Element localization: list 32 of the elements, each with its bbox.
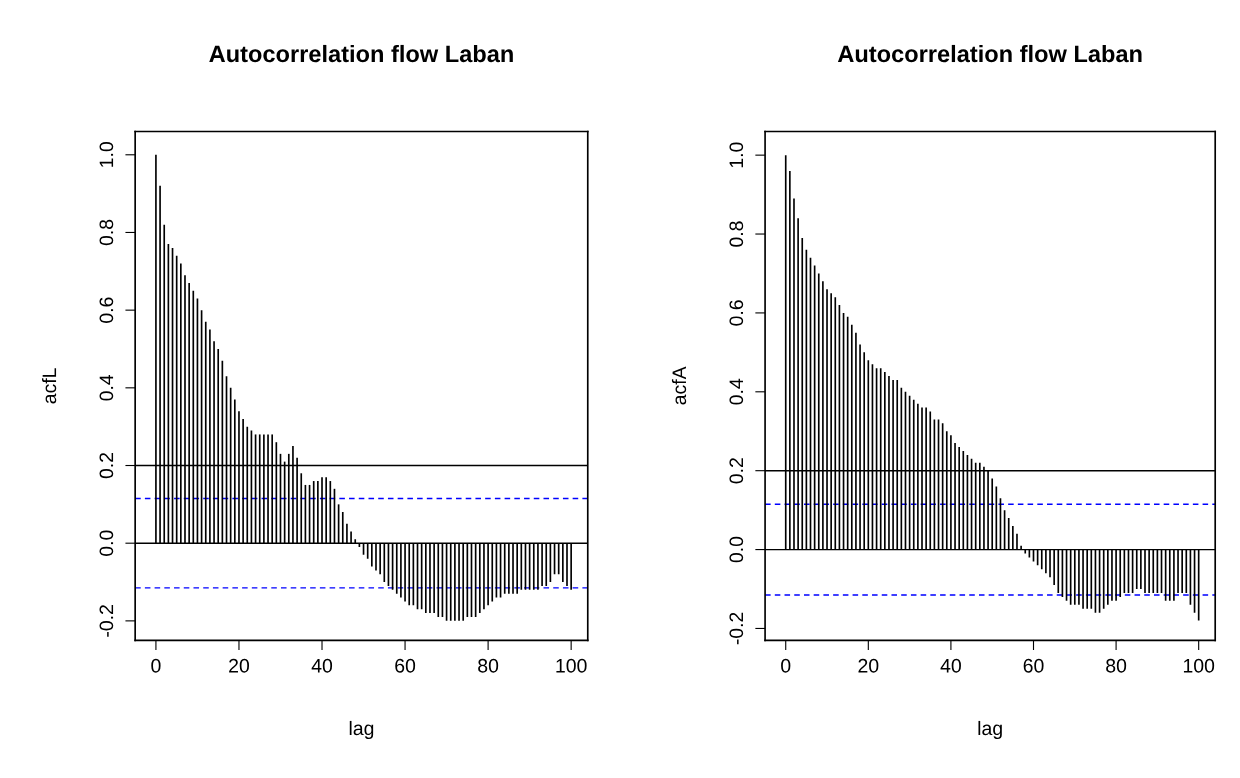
y-tick-label: 0.2 xyxy=(729,458,744,484)
chart-title: Autocorrelation flow Laban xyxy=(209,44,513,63)
y-tick-label: 0.8 xyxy=(99,219,114,246)
chart-title: Autocorrelation flow Laban xyxy=(837,44,1142,63)
x-tick-label: 80 xyxy=(1106,658,1127,673)
x-tick-label: 20 xyxy=(229,658,250,673)
y-tick-label: 0.6 xyxy=(99,297,114,323)
x-tick-label: 100 xyxy=(1183,658,1215,673)
x-tick-label: 60 xyxy=(1023,658,1044,673)
y-tick-label: 1.0 xyxy=(729,142,744,168)
y-tick-label: -0.2 xyxy=(99,605,114,637)
x-axis-title: lag xyxy=(349,720,374,740)
y-tick-label: 0.0 xyxy=(99,530,114,556)
x-tick-label: 60 xyxy=(395,658,416,673)
x-tick-label: 40 xyxy=(311,658,333,673)
x-tick-label: 20 xyxy=(858,658,879,673)
x-tick-label: 0 xyxy=(781,658,791,673)
x-axis-title: lag xyxy=(978,720,1002,740)
y-axis-title: acfL xyxy=(41,368,57,404)
y-tick-label: 0.8 xyxy=(729,221,744,247)
y-tick-label: 1.0 xyxy=(99,142,114,167)
y-tick-label: 0.6 xyxy=(729,300,744,326)
x-tick-label: 80 xyxy=(478,658,499,673)
x-tick-label: 40 xyxy=(940,658,961,673)
y-tick-label: -0.2 xyxy=(729,612,744,645)
x-tick-label: 0 xyxy=(151,658,161,673)
y-tick-label: 0.4 xyxy=(729,378,744,405)
y-tick-label: 0.4 xyxy=(99,374,114,401)
y-tick-label: 0.2 xyxy=(99,452,114,479)
x-tick-label: 100 xyxy=(556,658,587,673)
y-axis-title: acfA xyxy=(671,366,687,405)
y-tick-label: 0.0 xyxy=(729,536,744,563)
